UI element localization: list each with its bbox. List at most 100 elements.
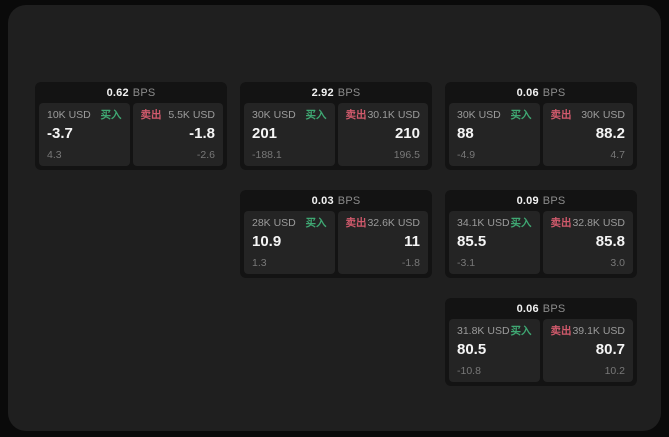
sell-price: 85.8	[595, 233, 625, 250]
sell-tile[interactable]: 卖出 30K USD 88.2 4.7	[542, 103, 633, 166]
card-body: 31.8K USD 买入 80.5 -10.8 卖出 39.1K USD 80.…	[449, 319, 633, 382]
sell-amount: 30.1K USD	[367, 109, 420, 121]
quote-card: 0.03 BPS 28K USD 买入 10.9 1.3 卖出 32.6K US…	[240, 190, 432, 278]
sell-tile[interactable]: 卖出 32.8K USD 85.8 3.0	[542, 211, 633, 274]
buy-tile-top: 30K USD 买入	[252, 109, 327, 121]
sell-sub-value: 10.2	[604, 365, 625, 377]
quote-card: 2.92 BPS 30K USD 买入 201 -188.1 卖出 30.1K …	[240, 82, 432, 170]
sell-sub-value: -1.8	[401, 257, 420, 269]
sell-side-label: 卖出	[345, 217, 367, 229]
buy-price: 85.5	[457, 233, 487, 250]
quote-card: 0.62 BPS 10K USD 买入 -3.7 4.3 卖出 5.5K USD…	[35, 82, 227, 170]
sell-amount: 30K USD	[581, 109, 625, 121]
sell-amount: 5.5K USD	[168, 109, 215, 121]
quote-card-grid: 0.62 BPS 10K USD 买入 -3.7 4.3 卖出 5.5K USD…	[35, 82, 637, 386]
bps-value: 0.06	[516, 302, 539, 315]
buy-side-label: 买入	[305, 217, 327, 229]
sell-sub-value: 196.5	[393, 149, 420, 161]
sell-tile-top: 卖出 5.5K USD	[141, 109, 216, 121]
buy-amount: 31.8K USD	[457, 325, 510, 337]
sell-price: -1.8	[189, 125, 215, 142]
buy-side-label: 买入	[100, 109, 122, 121]
sell-price: 80.7	[595, 341, 625, 358]
buy-sub-value: -188.1	[252, 149, 282, 161]
bps-unit-label: BPS	[132, 86, 156, 99]
buy-sub-value: 4.3	[47, 149, 62, 161]
buy-amount: 10K USD	[47, 109, 91, 121]
bps-unit-label: BPS	[542, 86, 566, 99]
sell-price: 11	[404, 233, 420, 250]
sell-tile-top: 卖出 30K USD	[551, 109, 626, 121]
sell-tile[interactable]: 卖出 32.6K USD 11 -1.8	[337, 211, 428, 274]
buy-tile[interactable]: 34.1K USD 买入 85.5 -3.1	[449, 211, 540, 274]
buy-sub-value: -10.8	[457, 365, 481, 377]
sell-tile-top: 卖出 32.6K USD	[346, 217, 421, 229]
buy-price: 10.9	[252, 233, 282, 250]
buy-price: 80.5	[457, 341, 487, 358]
quote-card: 0.06 BPS 30K USD 买入 88 -4.9 卖出 30K USD 8…	[445, 82, 637, 170]
sell-tile[interactable]: 卖出 5.5K USD -1.8 -2.6	[132, 103, 223, 166]
card-header: 0.03 BPS	[244, 190, 428, 211]
quote-card: 0.09 BPS 34.1K USD 买入 85.5 -3.1 卖出 32.8K…	[445, 190, 637, 278]
sell-tile[interactable]: 卖出 39.1K USD 80.7 10.2	[542, 319, 633, 382]
buy-price: 201	[252, 125, 278, 142]
card-body: 10K USD 买入 -3.7 4.3 卖出 5.5K USD -1.8 -2.…	[39, 103, 223, 166]
sell-tile-top: 卖出 30.1K USD	[346, 109, 421, 121]
bps-unit-label: BPS	[542, 194, 566, 207]
buy-side-label: 买入	[510, 217, 532, 229]
bps-value: 0.06	[516, 86, 539, 99]
card-body: 30K USD 买入 201 -188.1 卖出 30.1K USD 210 1…	[244, 103, 428, 166]
card-header: 0.09 BPS	[449, 190, 633, 211]
sell-amount: 39.1K USD	[572, 325, 625, 337]
card-header: 0.06 BPS	[449, 298, 633, 319]
card-body: 28K USD 买入 10.9 1.3 卖出 32.6K USD 11 -1.8	[244, 211, 428, 274]
sell-sub-value: -2.6	[196, 149, 215, 161]
bps-unit-label: BPS	[542, 302, 566, 315]
sell-tile[interactable]: 卖出 30.1K USD 210 196.5	[337, 103, 428, 166]
buy-sub-value: -3.1	[457, 257, 476, 269]
buy-price: -3.7	[47, 125, 73, 142]
buy-sub-value: -4.9	[457, 149, 476, 161]
buy-tile-top: 30K USD 买入	[457, 109, 532, 121]
card-header: 0.06 BPS	[449, 82, 633, 103]
bps-value: 2.92	[311, 86, 334, 99]
sell-sub-value: 3.0	[610, 257, 625, 269]
card-body: 34.1K USD 买入 85.5 -3.1 卖出 32.8K USD 85.8…	[449, 211, 633, 274]
sell-price: 210	[394, 125, 420, 142]
card-header: 2.92 BPS	[244, 82, 428, 103]
buy-tile-top: 34.1K USD 买入	[457, 217, 532, 229]
sell-amount: 32.6K USD	[367, 217, 420, 229]
bps-value: 0.62	[106, 86, 129, 99]
buy-tile-top: 10K USD 买入	[47, 109, 122, 121]
buy-price: 88	[457, 125, 474, 142]
sell-tile-top: 卖出 32.8K USD	[551, 217, 626, 229]
sell-side-label: 卖出	[345, 109, 367, 121]
card-body: 30K USD 买入 88 -4.9 卖出 30K USD 88.2 4.7	[449, 103, 633, 166]
bps-value: 0.03	[311, 194, 334, 207]
buy-tile[interactable]: 30K USD 买入 201 -188.1	[244, 103, 335, 166]
buy-amount: 30K USD	[252, 109, 296, 121]
buy-tile-top: 28K USD 买入	[252, 217, 327, 229]
buy-amount: 30K USD	[457, 109, 501, 121]
buy-amount: 28K USD	[252, 217, 296, 229]
sell-side-label: 卖出	[140, 109, 162, 121]
buy-tile[interactable]: 31.8K USD 买入 80.5 -10.8	[449, 319, 540, 382]
sell-side-label: 卖出	[550, 325, 572, 337]
bps-unit-label: BPS	[337, 86, 361, 99]
buy-amount: 34.1K USD	[457, 217, 510, 229]
buy-tile-top: 31.8K USD 买入	[457, 325, 532, 337]
buy-side-label: 买入	[510, 109, 532, 121]
card-header: 0.62 BPS	[39, 82, 223, 103]
bps-value: 0.09	[516, 194, 539, 207]
buy-side-label: 买入	[510, 325, 532, 337]
buy-tile[interactable]: 28K USD 买入 10.9 1.3	[244, 211, 335, 274]
bps-unit-label: BPS	[337, 194, 361, 207]
buy-tile[interactable]: 30K USD 买入 88 -4.9	[449, 103, 540, 166]
sell-side-label: 卖出	[550, 217, 572, 229]
buy-sub-value: 1.3	[252, 257, 267, 269]
sell-sub-value: 4.7	[610, 149, 625, 161]
sell-price: 88.2	[595, 125, 625, 142]
sell-side-label: 卖出	[550, 109, 572, 121]
buy-tile[interactable]: 10K USD 买入 -3.7 4.3	[39, 103, 130, 166]
buy-side-label: 买入	[305, 109, 327, 121]
